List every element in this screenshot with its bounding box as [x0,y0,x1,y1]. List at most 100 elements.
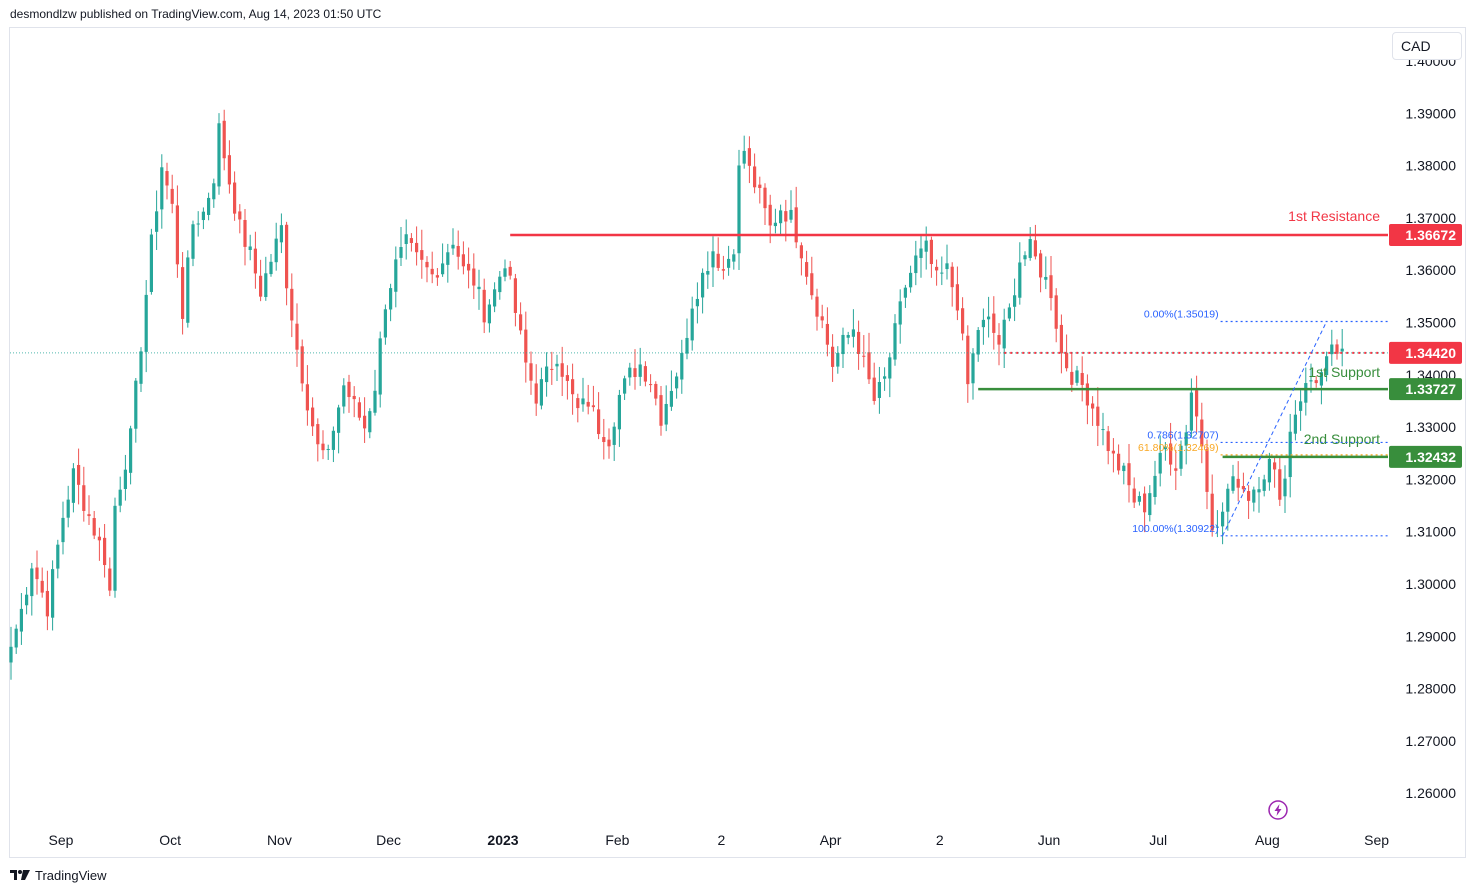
price-tick-label: 1.32000 [1405,471,1456,487]
candle-body [1018,262,1022,298]
candle-body [898,301,902,325]
candle-body [300,346,304,384]
candle-body [467,263,471,271]
candle-body [25,594,29,606]
price-tick-label: 1.35000 [1405,315,1456,331]
level-price-label: 1.33727 [1405,381,1456,397]
candle-body [295,323,299,350]
candle-body [1013,295,1017,307]
time-tick-label: Jul [1149,832,1167,848]
time-tick-label: Feb [605,832,629,848]
candle-body [737,165,741,254]
candle-body [1137,496,1141,502]
candle-body [274,238,278,263]
candle-body [727,258,731,268]
candle-body [1179,445,1183,469]
candle-body [638,364,642,377]
candle-body [170,188,174,204]
fib-level-label: 0.00%(1.35019) [1144,309,1219,321]
candle-body [529,363,533,381]
candle-body [721,269,725,271]
level-label: 1st Support [1308,364,1380,380]
candle-body [690,308,694,341]
candle-body [1340,348,1344,352]
candle-body [768,204,772,226]
candle-body [1241,486,1245,490]
candle-body [664,403,668,425]
candle-body [1049,275,1053,299]
candle-body [87,514,91,517]
candle-body [1252,489,1256,503]
candle-body [883,376,887,379]
candle-body [519,314,523,331]
price-tick-label: 1.39000 [1405,105,1456,121]
time-tick-label: Sep [1364,832,1389,848]
candle-body [1335,344,1339,354]
candle-body [872,377,876,401]
candle-body [1033,240,1037,257]
price-tick-label: 1.30000 [1405,576,1456,592]
candle-body [976,330,980,355]
candle-body [815,296,819,317]
candle-body [305,384,309,411]
candle-body [259,275,263,297]
candle-body [233,182,237,214]
candle-body [597,409,601,435]
candle-body [565,375,569,381]
candle-body [71,468,75,503]
fib-level-label: 100.00%(1.30922) [1132,523,1218,535]
candle-body [1080,373,1084,385]
price-tick-label: 1.27000 [1405,733,1456,749]
candle-body [971,353,975,384]
candle-body [534,383,538,404]
candle-body [935,266,939,271]
candle-body [1122,465,1126,472]
candle-body [498,276,502,293]
level-label: 2nd Support [1304,431,1380,447]
candle-body [513,278,517,313]
candle-body [1257,489,1261,493]
candle-body [451,244,455,249]
candle-body [435,275,439,278]
candle-body [633,368,637,377]
candle-body [103,537,107,566]
time-tick-label: Aug [1255,832,1280,848]
time-tick-label: Jun [1038,832,1061,848]
candle-body [1169,443,1173,465]
level-price-label: 1.32432 [1405,449,1456,465]
candle-body [1091,403,1095,409]
candle-body [1278,469,1282,500]
candle-body [264,273,268,298]
currency-selector[interactable]: CAD [1392,32,1462,60]
candle-body [1330,344,1334,355]
price-tick-label: 1.31000 [1405,524,1456,540]
candle-body [955,284,959,311]
candle-body [1293,414,1297,434]
time-tick-label: Nov [267,832,292,848]
candle-body [253,248,257,274]
candle-body [446,252,450,265]
tradingview-logo-icon[interactable] [10,869,30,881]
candle-body [160,167,164,210]
lightning-bolt-icon[interactable] [1267,799,1289,821]
candle-body [165,171,169,186]
candle-body [482,289,486,323]
candle-body [1184,432,1188,446]
candle-body [1106,431,1110,452]
candle-body [669,390,673,407]
candle-body [1189,392,1193,431]
candle-body [987,316,991,320]
candle-body [524,329,528,363]
fib-trend-line [1222,321,1328,537]
candle-body [685,337,689,354]
candle-body [857,331,861,354]
candle-body [326,448,330,450]
candle-body [831,346,835,367]
candle-body [1221,511,1225,527]
candle-body [1023,255,1027,260]
candle-body [617,394,621,430]
time-tick-label: Sep [49,832,74,848]
candle-body [201,211,205,221]
candle-body [1273,462,1277,470]
